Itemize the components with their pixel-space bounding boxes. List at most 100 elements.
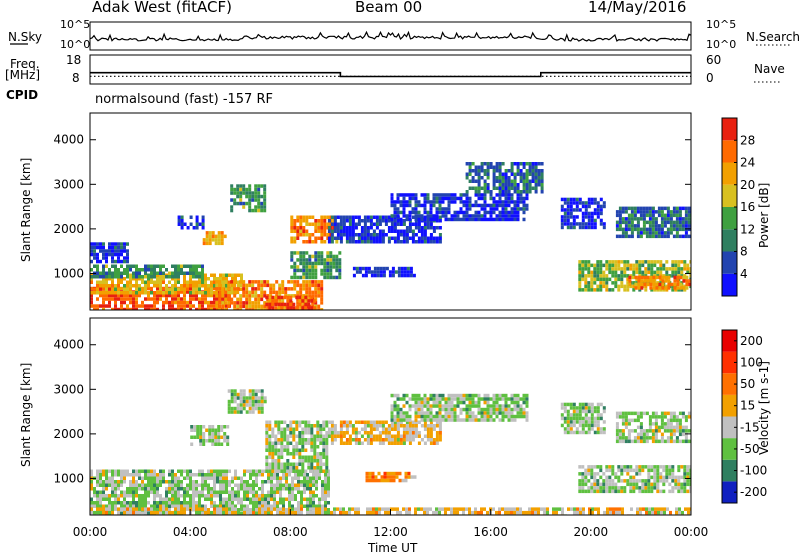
power-cell bbox=[230, 297, 234, 302]
power-cell bbox=[298, 299, 302, 303]
power-cell bbox=[578, 281, 582, 285]
power-cell bbox=[123, 291, 126, 295]
power-cell bbox=[486, 165, 490, 169]
power-cell bbox=[456, 210, 460, 215]
power-cell bbox=[239, 294, 243, 298]
power-cell bbox=[566, 201, 570, 205]
velocity-cell bbox=[265, 448, 269, 452]
power-cell bbox=[593, 222, 597, 226]
velocity-cell bbox=[525, 411, 529, 415]
power-cell bbox=[207, 277, 210, 281]
power-cell bbox=[675, 224, 679, 228]
power-cell bbox=[614, 281, 618, 285]
power-cell bbox=[405, 236, 409, 240]
velocity-cell bbox=[675, 422, 679, 426]
velocity-cell bbox=[429, 397, 433, 401]
power-cell bbox=[391, 273, 395, 278]
power-cell bbox=[671, 263, 675, 268]
power-cell bbox=[578, 260, 582, 264]
velocity-cell bbox=[587, 465, 591, 469]
velocity-cell bbox=[132, 476, 135, 480]
power-cell bbox=[302, 233, 306, 237]
power-cell bbox=[123, 259, 126, 264]
velocity-cell bbox=[621, 422, 625, 426]
power-cell bbox=[652, 286, 656, 290]
power-cell bbox=[572, 208, 576, 212]
velocity-cell bbox=[636, 425, 640, 430]
velocity-cell bbox=[681, 411, 685, 416]
power-cell bbox=[375, 222, 379, 226]
velocity-cell bbox=[233, 399, 237, 404]
power-cell bbox=[495, 165, 499, 169]
velocity-cell bbox=[569, 402, 573, 407]
velocity-cell bbox=[675, 429, 679, 433]
power-cell bbox=[126, 280, 129, 284]
power-cell bbox=[525, 169, 529, 173]
velocity-cell bbox=[650, 468, 654, 473]
velocity-cell bbox=[581, 406, 585, 410]
velocity-cell bbox=[138, 473, 141, 477]
power-cell bbox=[165, 284, 168, 288]
power-cell bbox=[498, 162, 502, 166]
velocity-cell bbox=[663, 422, 667, 426]
velocity-cell bbox=[669, 429, 673, 433]
power-cell bbox=[308, 272, 312, 276]
velocity-cell bbox=[237, 497, 240, 501]
velocity-cell bbox=[292, 431, 296, 435]
velocity-cell bbox=[480, 418, 484, 422]
velocity-cell bbox=[265, 462, 269, 466]
power-cell bbox=[338, 261, 342, 266]
power-cell bbox=[618, 220, 622, 225]
power-cell bbox=[504, 193, 508, 197]
power-cell bbox=[480, 193, 484, 197]
velocity-cell bbox=[635, 482, 639, 487]
velocity-cell bbox=[319, 431, 323, 435]
power-cell bbox=[668, 267, 672, 271]
velocity-cell bbox=[596, 409, 600, 414]
power-cell bbox=[290, 226, 294, 230]
power-cell bbox=[111, 252, 114, 257]
velocity-cell bbox=[150, 487, 153, 491]
power-cell bbox=[296, 233, 300, 237]
velocity-cell bbox=[642, 432, 646, 437]
velocity-cell bbox=[291, 494, 294, 498]
power-cell bbox=[339, 215, 343, 219]
power-cell bbox=[351, 240, 355, 244]
power-cell bbox=[245, 308, 249, 310]
power-cell bbox=[376, 266, 380, 271]
velocity-cell bbox=[627, 411, 631, 416]
power-cell bbox=[483, 193, 487, 197]
power-cell bbox=[108, 277, 111, 281]
velocity-cell bbox=[265, 438, 269, 442]
velocity-cell bbox=[510, 411, 514, 415]
velocity-cell bbox=[141, 497, 144, 501]
velocity-cell bbox=[495, 397, 499, 401]
power-cell bbox=[215, 294, 219, 298]
power-cell bbox=[575, 204, 579, 209]
power-cell bbox=[665, 288, 669, 292]
power-cell bbox=[423, 217, 427, 222]
power-cell bbox=[342, 215, 346, 219]
power-cell bbox=[525, 183, 529, 187]
power-cell bbox=[189, 293, 192, 298]
power-cell bbox=[159, 287, 162, 291]
velocity-cell bbox=[639, 436, 643, 440]
velocity-cell bbox=[231, 501, 234, 505]
power-cell bbox=[671, 274, 675, 278]
power-cell bbox=[403, 270, 407, 274]
velocity-cell bbox=[204, 476, 207, 480]
power-ytick-label: 3000 bbox=[53, 177, 84, 191]
power-cell bbox=[581, 201, 585, 205]
power-cell bbox=[165, 275, 168, 279]
power-cell bbox=[361, 273, 365, 278]
power-cell bbox=[534, 190, 538, 194]
velocity-cell bbox=[660, 439, 664, 444]
velocity-cell bbox=[138, 483, 141, 487]
velocity-cell bbox=[165, 497, 168, 501]
velocity-cell bbox=[423, 441, 427, 445]
velocity-cell bbox=[213, 487, 216, 491]
power-cell bbox=[153, 271, 156, 275]
velocity-cell bbox=[135, 490, 138, 494]
power-cell bbox=[507, 210, 511, 215]
velocity-cell bbox=[480, 407, 484, 412]
